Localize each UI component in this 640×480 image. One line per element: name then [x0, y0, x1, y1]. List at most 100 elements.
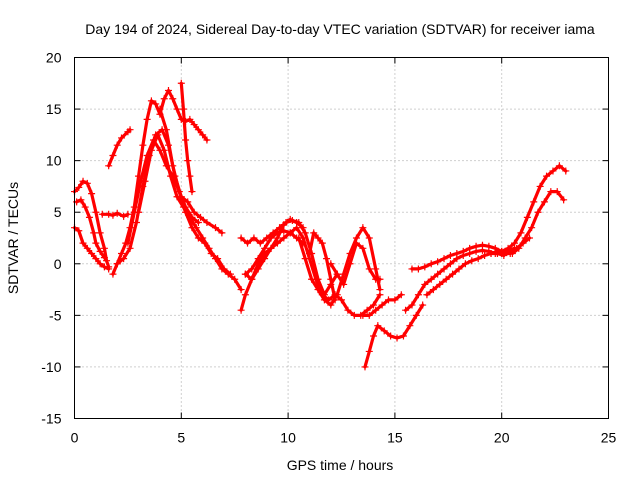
data-point-marker: [359, 244, 367, 252]
data-point-marker: [399, 332, 407, 340]
data-point-marker: [391, 296, 399, 304]
data-point-marker: [474, 255, 482, 263]
y-tick-label: 10: [46, 153, 62, 169]
data-point-marker: [455, 265, 463, 273]
data-point-marker: [374, 322, 382, 330]
data-point-marker: [231, 275, 239, 283]
data-point-marker: [96, 247, 104, 255]
data-point-marker: [442, 275, 450, 283]
data-point-marker: [421, 280, 429, 288]
data-point-marker: [310, 229, 318, 237]
data-point-marker: [406, 322, 414, 330]
data-point-marker: [446, 252, 454, 260]
data-point-marker: [117, 249, 125, 257]
data-point-marker: [237, 234, 245, 242]
series-trace-b: [72, 179, 111, 269]
series-trace-d-markers: [98, 209, 132, 220]
x-tick-label: 15: [387, 430, 403, 446]
data-point-marker: [92, 208, 100, 216]
series-trace-k-markers: [177, 79, 196, 196]
data-point-marker: [83, 179, 91, 187]
data-point-marker: [147, 97, 155, 105]
data-point-marker: [100, 244, 108, 252]
data-point-marker: [301, 229, 309, 237]
data-point-marker: [427, 260, 435, 268]
data-point-marker: [241, 291, 249, 299]
data-point-marker: [350, 311, 358, 319]
data-point-marker: [436, 280, 444, 288]
data-point-marker: [543, 172, 551, 180]
x-axis-label: GPS time / hours: [287, 457, 394, 473]
data-point-marker: [141, 177, 149, 185]
data-point-marker: [81, 203, 89, 211]
data-point-marker: [344, 306, 352, 314]
chart-title: Day 194 of 2024, Sidereal Day-to-day VTE…: [85, 21, 595, 37]
data-point-marker: [378, 301, 386, 309]
data-point-marker: [100, 254, 108, 262]
data-point-marker: [562, 167, 570, 175]
data-point-marker: [419, 301, 427, 309]
data-point-marker: [523, 213, 531, 221]
data-point-marker: [314, 234, 322, 242]
data-point-marker: [308, 275, 316, 283]
data-point-marker: [194, 126, 202, 134]
data-point-marker: [267, 244, 275, 252]
data-point-marker: [190, 208, 198, 216]
data-point-marker: [194, 219, 202, 227]
data-point-marker: [237, 286, 245, 294]
series-trace-o: [243, 217, 305, 281]
data-point-marker: [117, 134, 125, 142]
x-tick-label: 10: [280, 430, 296, 446]
data-point-marker: [468, 257, 476, 265]
data-point-marker: [293, 219, 301, 227]
data-point-marker: [237, 306, 245, 314]
data-point-marker: [147, 146, 155, 154]
data-point-marker: [346, 260, 354, 268]
data-point-marker: [511, 239, 519, 247]
data-point-marker: [305, 249, 313, 257]
data-point-marker: [132, 219, 140, 227]
data-point-marker: [214, 255, 222, 263]
data-point-marker: [167, 172, 175, 180]
data-point-marker: [169, 162, 177, 170]
data-point-marker: [314, 275, 322, 283]
data-point-marker: [248, 275, 256, 283]
data-point-marker: [77, 196, 85, 204]
data-point-marker: [485, 242, 493, 250]
series-trace-r-markers: [327, 239, 384, 288]
data-point-marker: [188, 224, 196, 232]
data-point-marker: [197, 213, 205, 221]
data-point-marker: [286, 229, 294, 237]
series-trace-x-markers: [498, 162, 570, 255]
data-point-marker: [331, 296, 339, 304]
data-point-marker: [226, 270, 234, 278]
data-point-marker: [461, 260, 469, 268]
data-point-marker: [525, 234, 533, 242]
data-point-marker: [162, 126, 170, 134]
data-point-marker: [182, 208, 190, 216]
data-point-marker: [169, 95, 177, 103]
data-point-marker: [513, 244, 521, 252]
data-point-marker: [363, 306, 371, 314]
data-point-marker: [75, 183, 83, 191]
data-point-marker: [299, 224, 307, 232]
data-point-marker: [109, 270, 117, 278]
data-point-marker: [254, 265, 262, 273]
data-point-marker: [186, 115, 194, 123]
data-point-marker: [113, 209, 121, 217]
y-tick-label: -5: [49, 307, 62, 323]
data-point-marker: [256, 239, 264, 247]
data-point-marker: [547, 188, 555, 196]
data-point-marker: [126, 126, 134, 134]
data-point-marker: [261, 255, 269, 263]
data-point-marker: [327, 301, 335, 309]
data-point-marker: [506, 249, 514, 257]
data-point-marker: [361, 363, 369, 371]
data-point-marker: [449, 270, 457, 278]
data-point-marker: [120, 255, 128, 263]
data-point-marker: [280, 234, 288, 242]
data-point-marker: [96, 260, 104, 268]
data-point-marker: [182, 136, 190, 144]
data-point-marker: [156, 105, 164, 113]
series-trace-j: [158, 107, 232, 276]
